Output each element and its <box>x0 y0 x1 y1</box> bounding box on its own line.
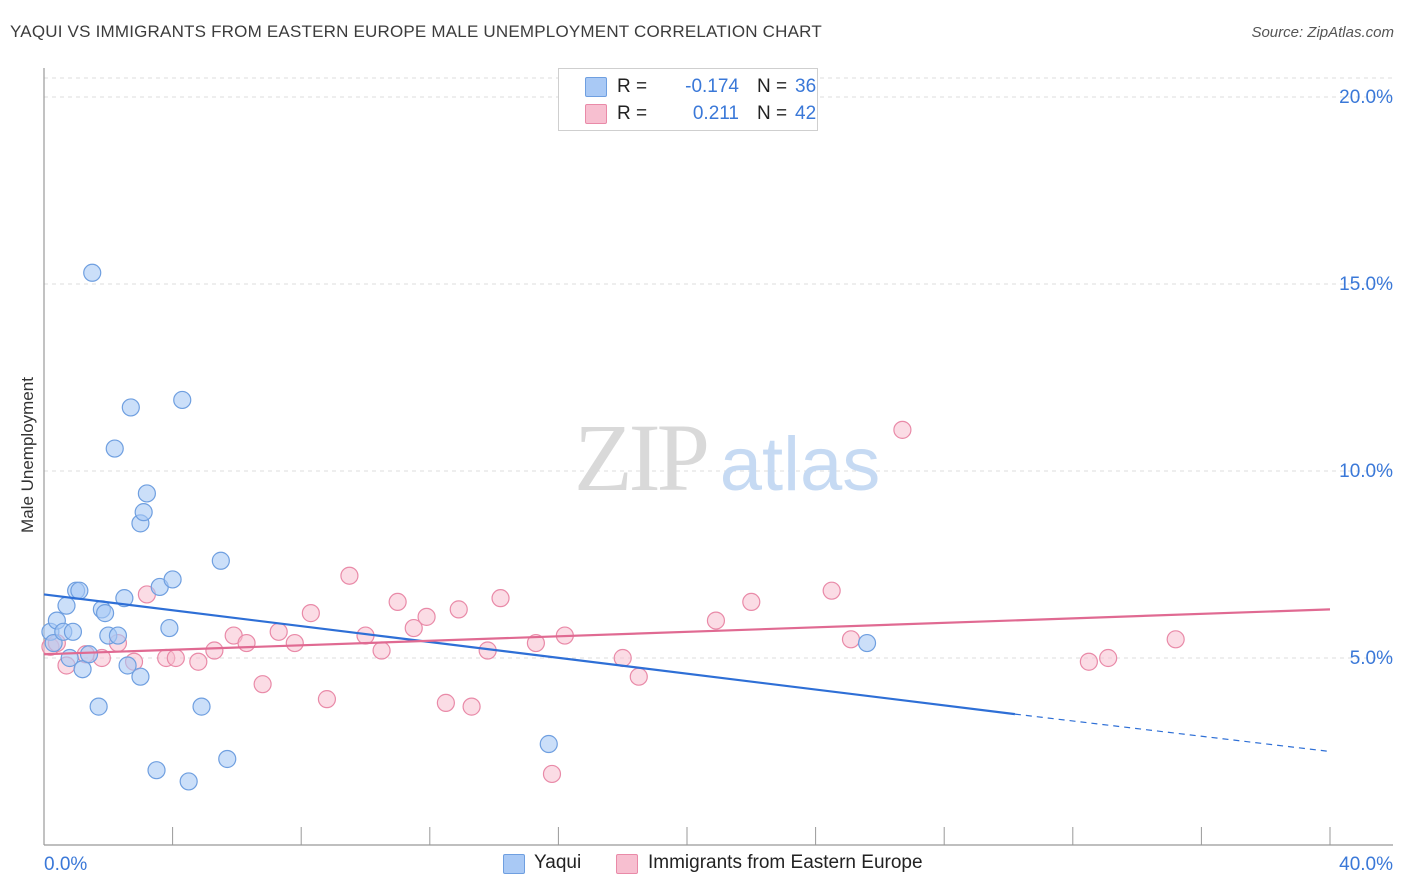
yaqui-point <box>131 667 150 686</box>
yaqui-trend-line <box>43 593 1016 716</box>
yaqui-point <box>73 660 92 679</box>
immigrants-point <box>189 652 208 671</box>
immigrants-point <box>340 566 359 585</box>
immigrants-point <box>237 633 256 653</box>
immigrants-point <box>706 611 726 630</box>
yaqui-point <box>70 581 89 600</box>
immigrants-point <box>417 607 436 626</box>
yaqui-trend-extension <box>1014 713 1331 753</box>
immigrants-point <box>1099 648 1118 668</box>
yaqui-point <box>121 398 140 417</box>
yaqui-point <box>83 263 102 282</box>
immigrants-point <box>526 633 545 653</box>
watermark-zip: ZIP <box>574 404 707 511</box>
source-label: Source: ZipAtlas.com <box>1251 24 1394 41</box>
watermark-atlas: atlas <box>720 422 881 507</box>
immigrants-point <box>372 641 391 660</box>
yaqui-point <box>857 633 877 653</box>
immigrants-point <box>1079 652 1098 671</box>
y-tick-label: 10.0% <box>1339 461 1393 482</box>
yaqui-point <box>63 622 83 641</box>
yaqui-point <box>95 604 115 623</box>
yaqui-point <box>163 570 182 589</box>
y-tick-label: 5.0% <box>1350 648 1393 669</box>
correlation-legend: R = -0.174 N = 36 R = 0.211 N = 42 <box>558 68 818 131</box>
legend-r-label: R = <box>617 103 648 124</box>
yaqui-point <box>211 551 230 570</box>
immigrants-point <box>462 697 481 716</box>
yaqui-point <box>192 697 211 716</box>
yaqui-point <box>108 626 128 645</box>
legend-label-immigrants: Immigrants from Eastern Europe <box>648 852 923 873</box>
immigrants-point <box>629 667 648 686</box>
immigrants-point <box>166 648 185 668</box>
yaqui-point <box>134 503 153 522</box>
immigrants-point <box>542 764 562 784</box>
legend-n-value: 36 <box>795 76 817 97</box>
immigrants-point <box>404 618 423 638</box>
legend-n-value: 42 <box>795 103 817 124</box>
yaqui-point <box>57 596 76 615</box>
yaqui-point <box>137 484 156 503</box>
x-tick-label: 40.0% <box>1339 854 1393 875</box>
legend-r-label: R = <box>617 76 648 97</box>
immigrants-swatch <box>616 854 638 874</box>
yaqui-point <box>147 761 166 780</box>
legend-n-label: N = <box>757 76 788 97</box>
yaqui-swatch <box>585 77 607 97</box>
yaqui-point <box>539 734 558 754</box>
legend-label-yaqui: Yaqui <box>534 852 582 873</box>
x-tick-label: 0.0% <box>44 854 87 875</box>
immigrants-point <box>841 630 861 649</box>
immigrants-point <box>491 589 510 608</box>
chart-title: YAQUI VS IMMIGRANTS FROM EASTERN EUROPE … <box>10 22 822 41</box>
immigrants-point <box>742 592 761 612</box>
immigrants-point <box>269 622 288 641</box>
immigrants-point <box>301 604 320 623</box>
legend-n-label: N = <box>757 103 788 124</box>
yaqui-point <box>179 772 198 791</box>
immigrants-point <box>822 581 841 600</box>
yaqui-point <box>173 390 192 410</box>
y-tick-label: 20.0% <box>1339 87 1393 108</box>
yaqui-point <box>79 645 99 664</box>
immigrants-point <box>388 592 407 612</box>
legend-r-value: 0.211 <box>692 103 739 124</box>
immigrants-point <box>1166 630 1185 649</box>
yaqui-point <box>160 618 179 638</box>
yaqui-point <box>118 656 137 675</box>
y-tick-label: 15.0% <box>1339 274 1393 295</box>
immigrants-point <box>253 675 272 694</box>
immigrants-swatch <box>585 104 607 124</box>
immigrants-point <box>893 420 912 439</box>
immigrants-point <box>449 600 468 619</box>
immigrants-point <box>317 690 337 709</box>
immigrants-point <box>285 633 304 653</box>
immigrants-point <box>436 693 455 712</box>
yaqui-point <box>218 749 237 769</box>
legend-r-value: -0.174 <box>685 76 739 97</box>
immigrants-trend-line <box>43 608 1331 656</box>
yaqui-swatch <box>503 854 525 874</box>
yaqui-point <box>115 589 134 608</box>
immigrants-point <box>205 641 224 660</box>
yaqui-point <box>105 439 124 458</box>
yaqui-point <box>89 697 108 716</box>
